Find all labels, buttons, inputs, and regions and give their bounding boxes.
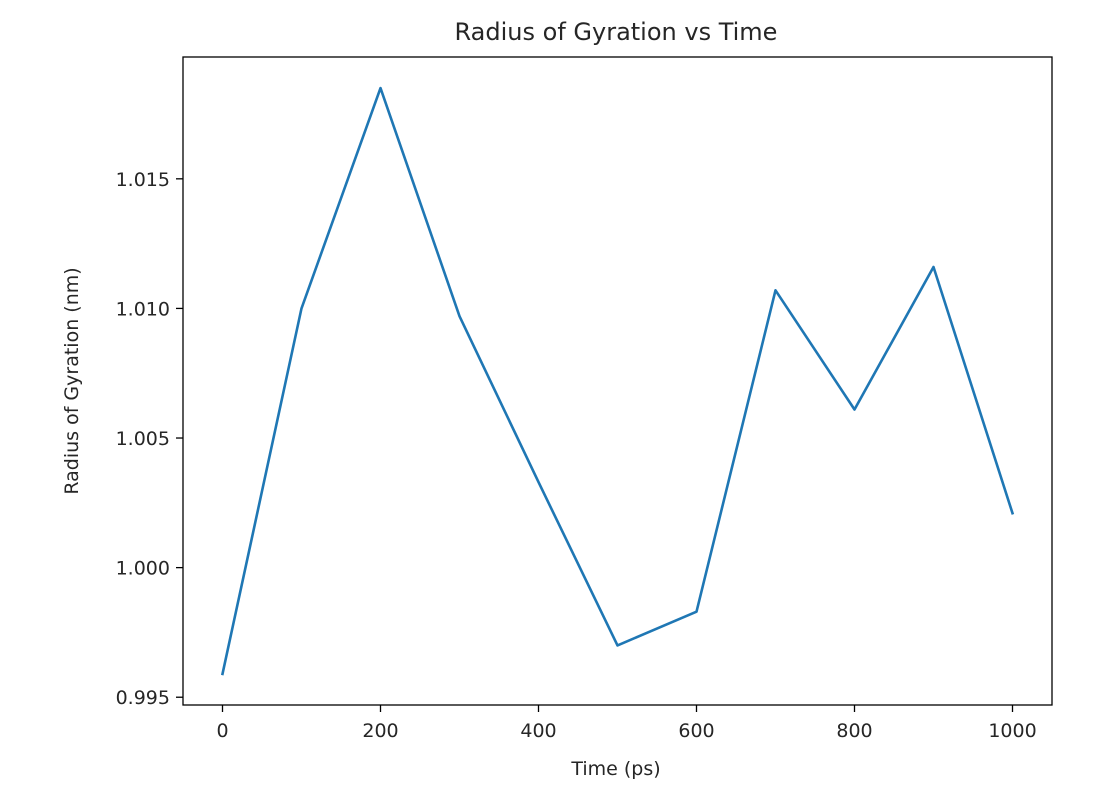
plot-area [220, 86, 1015, 676]
chart-title: Radius of Gyration vs Time [455, 18, 778, 46]
x-tick-label: 600 [678, 720, 714, 742]
x-tick-label: 400 [520, 720, 556, 742]
y-tick-label: 1.000 [116, 558, 170, 580]
x-tick-label: 0 [216, 720, 228, 742]
x-axis-ticks: 0 200 400 600 800 1000 [216, 705, 1037, 742]
x-axis-label: Time (ps) [570, 758, 660, 780]
x-tick-label: 1000 [988, 720, 1036, 742]
y-tick-label: 0.995 [116, 687, 170, 709]
y-axis-label: Radius of Gyration (nm) [61, 267, 83, 494]
plot-frame [182, 56, 1053, 706]
y-axis-ticks: 0.995 1.000 1.005 1.010 1.015 [116, 169, 183, 709]
y-tick-label: 1.015 [116, 169, 170, 191]
series-line [220, 86, 1015, 676]
y-tick-label: 1.005 [116, 428, 170, 450]
x-tick-label: 800 [836, 720, 872, 742]
y-tick-label: 1.010 [116, 298, 170, 320]
x-tick-label: 200 [362, 720, 398, 742]
